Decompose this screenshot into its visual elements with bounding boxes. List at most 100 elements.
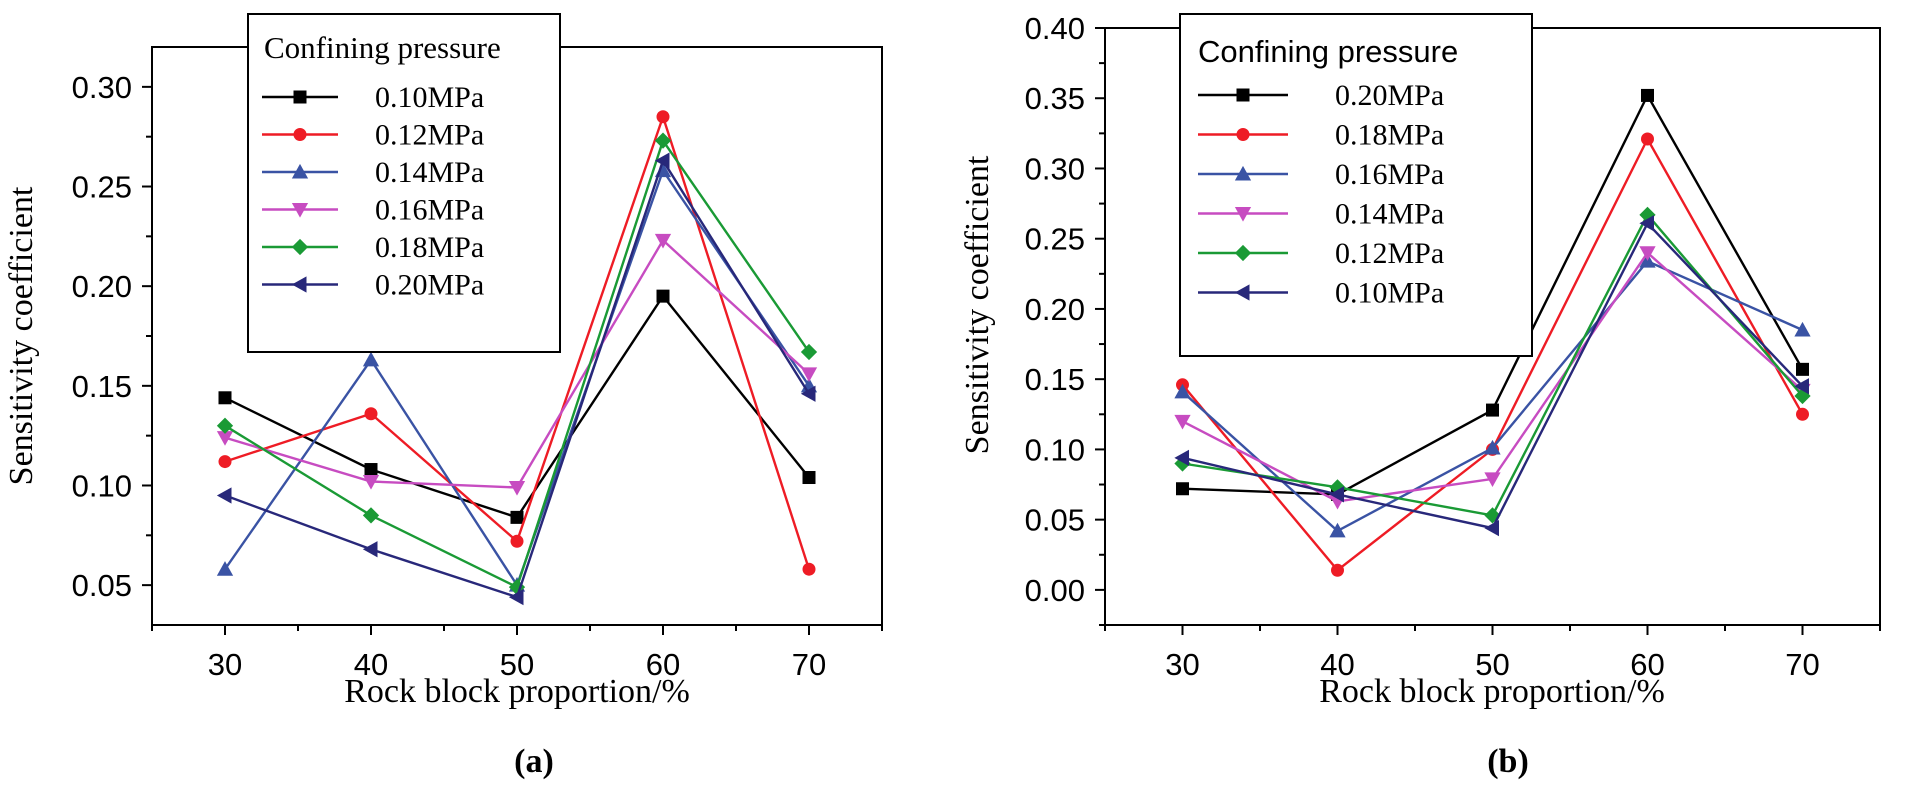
data-point — [216, 431, 234, 446]
y-axis-label: Sensitivity coefficient — [3, 186, 40, 485]
data-point — [1174, 383, 1191, 399]
x-tick-label: 60 — [1630, 647, 1664, 682]
legend-marker — [291, 238, 309, 256]
legend-item: 0.18MPa — [1198, 119, 1444, 152]
data-point — [1484, 439, 1501, 455]
x-tick-label: 70 — [792, 647, 826, 682]
y-tick-label: 0.05 — [72, 568, 132, 603]
y-tick-label: 0.25 — [72, 170, 132, 205]
legend-box — [1179, 13, 1533, 357]
y-tick-label: 0.30 — [1025, 151, 1085, 186]
legend-item: 0.20MPa — [1198, 79, 1444, 112]
series-0.10MPa — [218, 289, 816, 524]
data-point — [1484, 472, 1501, 488]
x-tick-label: 30 — [208, 647, 242, 682]
legend-label: 0.10MPa — [375, 81, 484, 114]
data-point — [654, 152, 670, 169]
data-point — [364, 463, 378, 477]
data-point — [362, 351, 380, 367]
legend: Confining pressure 0.10MPa 0.12MPa 0.14MPa… — [247, 13, 561, 353]
data-point — [800, 385, 816, 402]
x-tick-label: 60 — [646, 647, 680, 682]
legend-label: 0.12MPa — [375, 119, 484, 152]
series-0.20MPa — [216, 152, 816, 606]
x-tick-label: 50 — [500, 647, 534, 682]
data-point — [364, 407, 378, 421]
data-point — [510, 510, 524, 524]
legend-label: 0.10MPa — [1335, 277, 1444, 310]
data-point — [216, 561, 234, 576]
data-point — [508, 588, 524, 606]
legend-item: 0.12MPa — [262, 119, 484, 152]
data-point — [1796, 362, 1809, 376]
data-point — [1639, 215, 1654, 232]
data-point — [362, 474, 380, 490]
y-tick-label: 0.15 — [72, 369, 132, 404]
legend-label: 0.16MPa — [375, 194, 484, 227]
x-axis-label: Rock block proportion/% — [344, 673, 690, 710]
data-point — [656, 289, 670, 303]
data-point — [1641, 88, 1654, 102]
chart-panel-b: 0.00 0.05 0.10 0.15 0.20 0.25 0.30 0.35 0.40 30 4… — [959, 11, 1881, 780]
data-point — [362, 507, 380, 524]
x-tick-label: 30 — [1165, 647, 1199, 682]
legend-item: 0.20MPa — [262, 269, 484, 302]
legend: Confining pressure 0.20MPa 0.18MPa 0.16MPa… — [1179, 13, 1533, 357]
data-point — [800, 367, 818, 382]
data-point — [362, 541, 378, 558]
legend-label: 0.18MPa — [1335, 119, 1444, 152]
series-0.10MPa — [1174, 215, 1809, 537]
legend-item: 0.16MPa — [1198, 158, 1444, 191]
legend-marker — [293, 128, 307, 141]
legend-marker — [1234, 165, 1252, 181]
data-point — [1329, 522, 1346, 538]
series-group — [1174, 88, 1811, 577]
data-point — [1796, 407, 1809, 421]
legend-marker — [291, 163, 309, 179]
legend-box — [247, 13, 561, 353]
y-tick-label: 0.35 — [1025, 81, 1085, 116]
x-tick-label: 40 — [1320, 647, 1354, 682]
legend-item: 0.12MPa — [1198, 237, 1444, 270]
legend-items: 0.10MPa 0.12MPa 0.14MPa 0.16MPa 0.18MPa 0.20M… — [262, 81, 484, 302]
data-point — [508, 480, 526, 496]
y-tick-label: 0.10 — [72, 468, 132, 503]
data-point — [510, 534, 524, 548]
legend-items: 0.20MPa 0.18MPa 0.16MPa 0.14MPa 0.12MPa 0.10M… — [1198, 79, 1444, 310]
data-point — [1484, 519, 1499, 537]
tick-marks — [142, 85, 883, 635]
y-tick-labels: 0.05 0.10 0.15 0.20 0.25 0.30 — [72, 70, 132, 603]
x-axis-label: Rock block proportion/% — [1319, 673, 1665, 710]
series-0.18MPa — [216, 132, 818, 596]
series-group — [216, 110, 818, 606]
data-point — [802, 562, 816, 576]
data-point — [1331, 563, 1344, 577]
legend-label: 0.18MPa — [375, 231, 484, 264]
data-point — [218, 455, 232, 469]
data-point — [654, 233, 672, 249]
data-point — [1794, 378, 1809, 395]
legend-label: 0.12MPa — [1335, 237, 1444, 270]
data-point — [800, 343, 818, 361]
legend-item: 0.14MPa — [262, 156, 484, 189]
data-point — [802, 471, 816, 485]
y-tick-label: 0.15 — [1025, 362, 1085, 397]
legend-marker — [291, 276, 307, 293]
legend-marker — [1234, 284, 1250, 301]
legend-marker — [1236, 128, 1250, 141]
legend-item: 0.10MPa — [262, 81, 484, 114]
legend-title: Confining pressure — [264, 30, 501, 65]
x-tick-labels: 30 40 50 60 70 — [208, 647, 826, 682]
x-tick-label: 70 — [1785, 647, 1819, 682]
legend-marker — [1236, 88, 1250, 102]
y-tick-labels: 0.00 0.05 0.10 0.15 0.20 0.25 0.30 0.35 0.40 — [1025, 11, 1085, 608]
tick-marks — [1095, 27, 1881, 635]
y-tick-label: 0.30 — [72, 70, 132, 105]
data-point — [1641, 132, 1654, 146]
y-tick-label: 0.25 — [1025, 222, 1085, 257]
legend-label: 0.16MPa — [1335, 158, 1444, 191]
data-point — [1329, 486, 1344, 503]
legend-label: 0.20MPa — [375, 269, 484, 302]
data-point — [1176, 482, 1189, 496]
